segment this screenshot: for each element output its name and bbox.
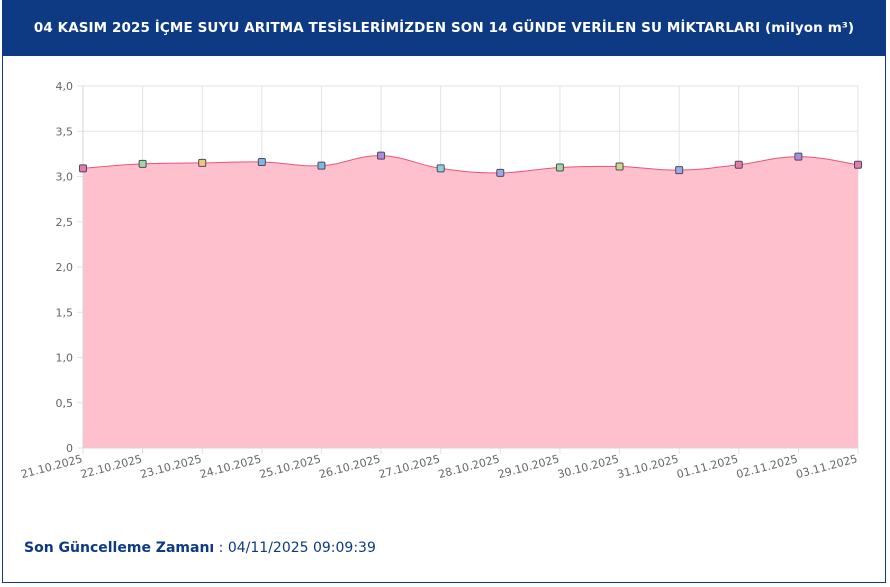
y-tick-label: 3,5 bbox=[56, 125, 74, 138]
chart-header: 04 KASIM 2025 İÇME SUYU ARITMA TESİSLERİ… bbox=[3, 0, 885, 56]
chart-area: 0 0,5 1,0 1,5 2,0 2,5 3,0 3,5 4,0 21.10.2025 22.10… bbox=[3, 56, 887, 526]
x-tick-label: 25.10.2025 bbox=[258, 452, 322, 481]
series-line bbox=[82, 155, 859, 174]
y-tick-label: 1,5 bbox=[56, 306, 74, 319]
data-point bbox=[377, 151, 386, 160]
x-tick-label: 26.10.2025 bbox=[318, 452, 382, 481]
last-updated-separator: : bbox=[214, 540, 228, 556]
last-updated: Son Güncelleme Zamanı : 04/11/2025 09:09… bbox=[24, 540, 376, 556]
data-point bbox=[734, 160, 743, 169]
data-point bbox=[257, 158, 266, 167]
x-tick-label: 21.10.2025 bbox=[20, 452, 84, 481]
data-point bbox=[436, 164, 445, 173]
x-tick-label: 03.11.2025 bbox=[795, 452, 859, 481]
data-point bbox=[138, 159, 147, 168]
data-point bbox=[555, 163, 564, 172]
last-updated-label: Son Güncelleme Zamanı bbox=[24, 540, 215, 556]
y-tick-label: 2,0 bbox=[56, 261, 74, 274]
x-tick-label: 31.10.2025 bbox=[616, 452, 680, 481]
y-tick-label: 3,0 bbox=[56, 171, 74, 184]
x-tick-label: 27.10.2025 bbox=[377, 452, 441, 481]
x-tick-label: 28.10.2025 bbox=[437, 452, 501, 481]
page-title: 04 KASIM 2025 İÇME SUYU ARITMA TESİSLERİ… bbox=[33, 20, 855, 36]
data-point bbox=[496, 168, 505, 177]
data-point bbox=[198, 158, 207, 167]
y-tick-label: 0 bbox=[66, 442, 73, 455]
area-chart: 0 0,5 1,0 1,5 2,0 2,5 3,0 3,5 4,0 21.10.202522.10… bbox=[20, 80, 862, 481]
y-tick-label: 0,5 bbox=[56, 397, 74, 410]
x-tick-label: 01.11.2025 bbox=[675, 452, 739, 481]
x-tick-label: 30.10.2025 bbox=[556, 452, 620, 481]
last-updated-value: 04/11/2025 09:09:39 bbox=[227, 540, 376, 556]
y-tick-label: 2,5 bbox=[56, 216, 74, 229]
y-tick-label: 1,0 bbox=[56, 352, 74, 365]
y-tick-label: 4,0 bbox=[56, 80, 74, 93]
data-point bbox=[79, 164, 87, 173]
data-point bbox=[854, 160, 862, 169]
data-point bbox=[615, 162, 624, 171]
x-tick-label: 24.10.2025 bbox=[198, 452, 262, 481]
series-area bbox=[83, 155, 858, 448]
data-point bbox=[675, 166, 684, 175]
x-tick-label: 23.10.2025 bbox=[139, 452, 203, 481]
data-point bbox=[794, 152, 803, 161]
x-tick-label: 29.10.2025 bbox=[496, 452, 560, 481]
x-tick-label: 02.11.2025 bbox=[735, 452, 799, 481]
data-point bbox=[317, 161, 326, 170]
x-tick-label: 22.10.2025 bbox=[79, 452, 143, 481]
